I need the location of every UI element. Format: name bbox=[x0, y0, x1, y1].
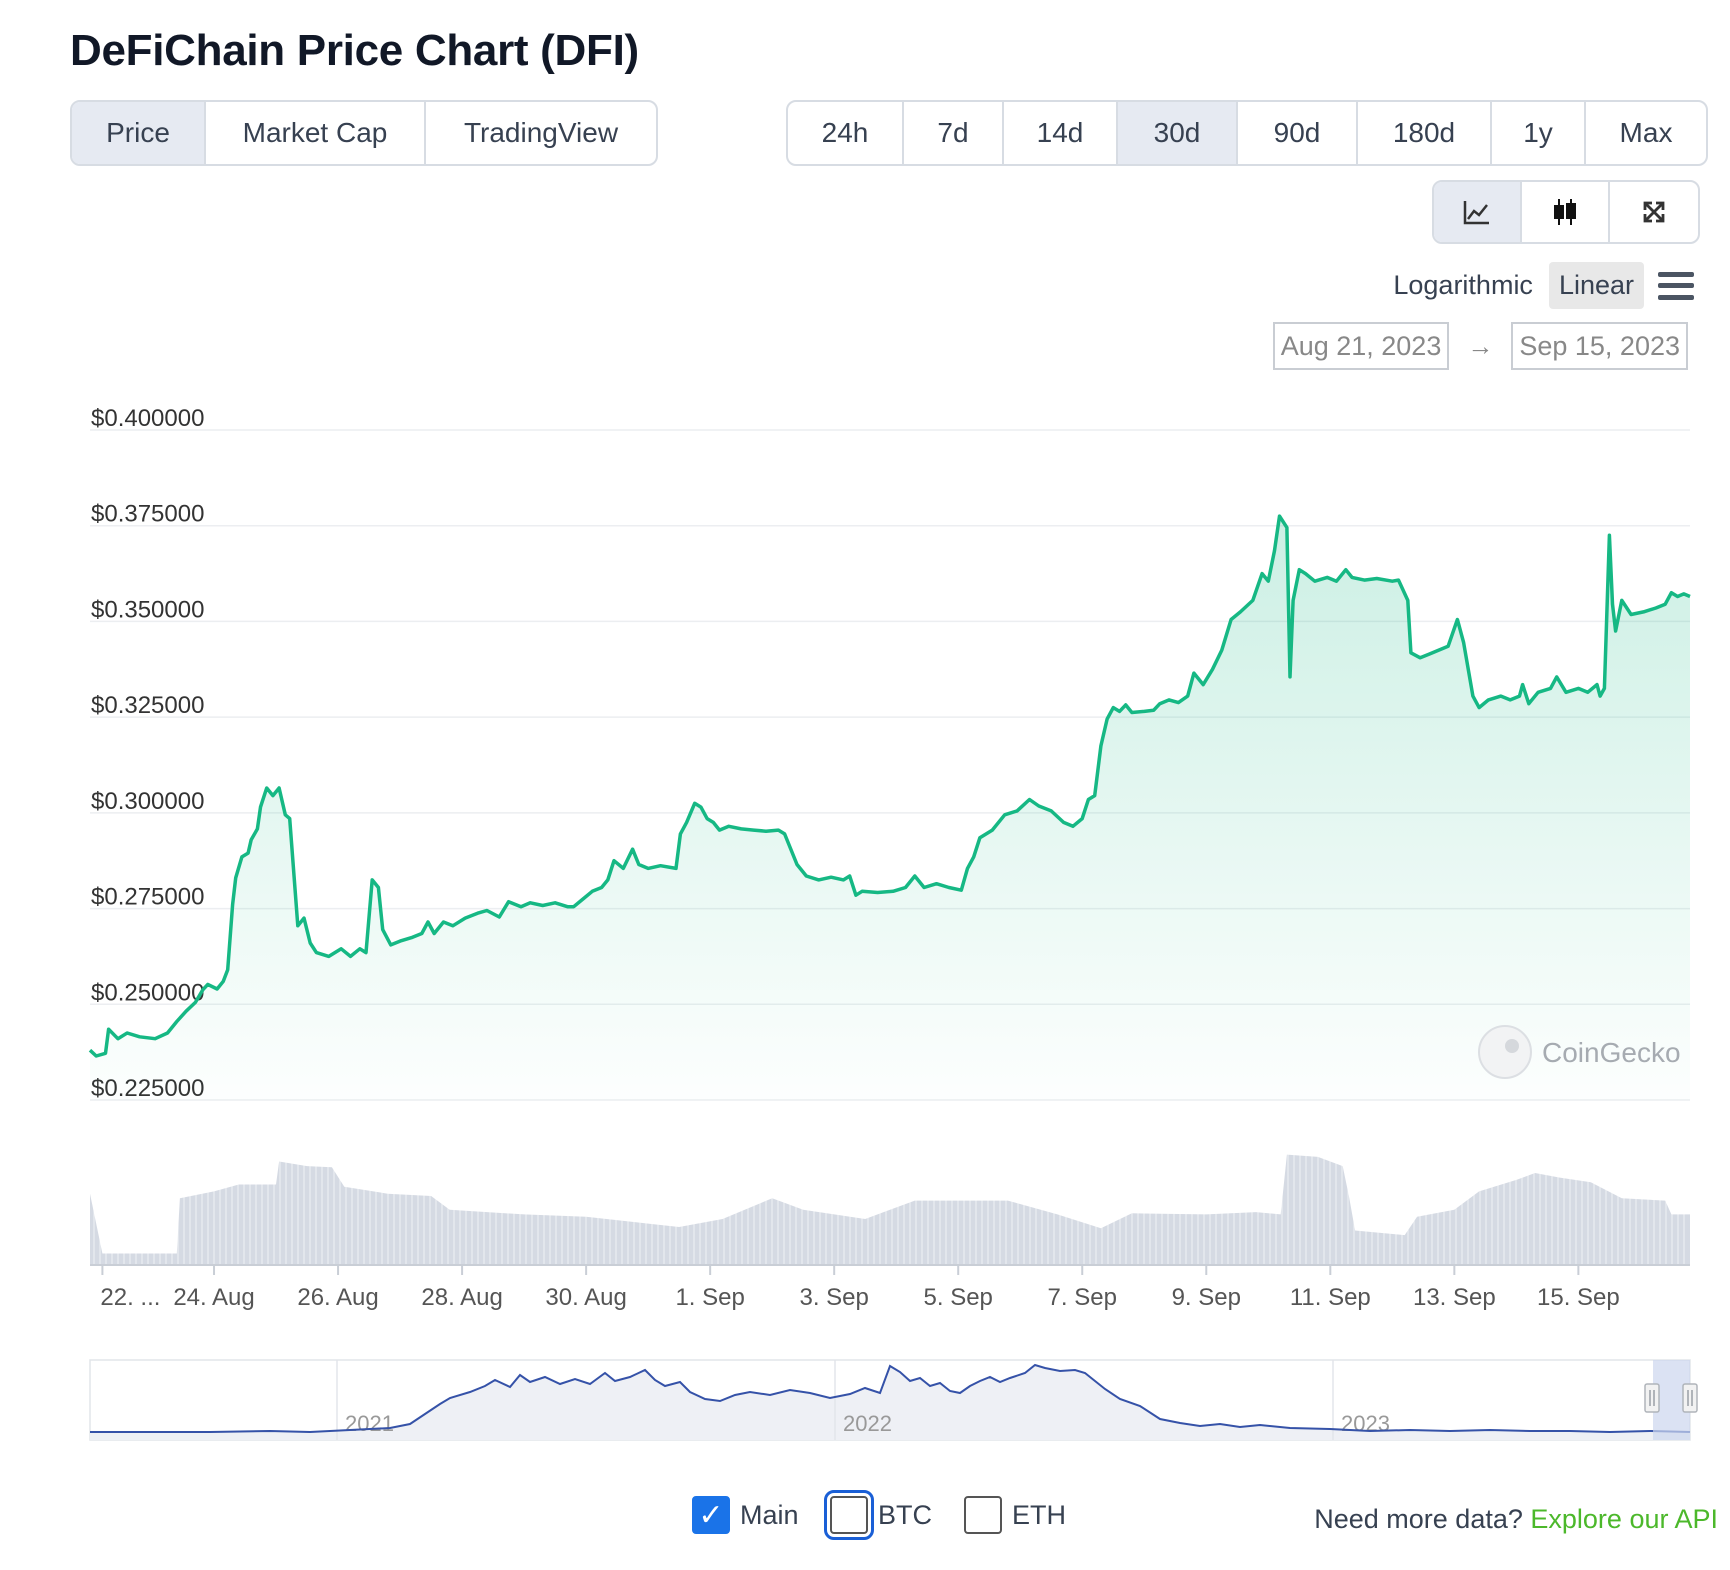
explore-api-link[interactable]: Explore our API bbox=[1530, 1504, 1718, 1534]
x-tick-label: 1. Sep bbox=[675, 1284, 744, 1311]
legend-eth[interactable]: ETH bbox=[964, 1496, 1066, 1534]
x-axis: 22. ... 24. Aug 26. Aug 28. Aug 30. Aug 1. Se… bbox=[100, 1265, 1620, 1311]
legend-btc[interactable]: BTC bbox=[824, 1490, 932, 1540]
y-tick-label: $0.275000 bbox=[91, 884, 204, 911]
navigator-handle-right[interactable] bbox=[1682, 1383, 1698, 1413]
range-180d[interactable]: 180d bbox=[1358, 102, 1492, 164]
page-title: DeFiChain Price Chart (DFI) bbox=[70, 26, 639, 75]
api-promo-text: Need more data? bbox=[1314, 1504, 1523, 1534]
logarithmic-option[interactable]: Logarithmic bbox=[1393, 270, 1533, 300]
legend-main-label: Main bbox=[740, 1499, 799, 1530]
navigator-year-label: 2022 bbox=[843, 1411, 892, 1436]
chart-type-toggle bbox=[1432, 180, 1700, 244]
x-tick-label: 9. Sep bbox=[1172, 1284, 1241, 1311]
arrow-right-icon: → bbox=[1467, 330, 1494, 361]
coingecko-watermark: CoinGecko bbox=[1478, 1025, 1681, 1079]
eth-checkbox[interactable] bbox=[964, 1496, 1002, 1534]
y-axis: $0.400000 $0.375000 $0.350000 $0.325000 $0.3… bbox=[91, 405, 204, 1102]
legend-btc-label: BTC bbox=[878, 1499, 932, 1530]
x-tick-label: 28. Aug bbox=[421, 1284, 502, 1311]
time-range-tabs: 24h 7d 14d 30d 90d 180d 1y Max bbox=[786, 100, 1708, 166]
y-tick-label: $0.250000 bbox=[91, 979, 204, 1006]
date-to-input[interactable]: Sep 15, 2023 bbox=[1511, 322, 1688, 370]
x-tick-label: 3. Sep bbox=[799, 1284, 868, 1311]
x-tick-label: 24. Aug bbox=[173, 1284, 254, 1311]
navigator-handle-left[interactable] bbox=[1644, 1383, 1660, 1413]
x-tick-label: 13. Sep bbox=[1413, 1284, 1496, 1311]
gecko-logo-icon bbox=[1478, 1025, 1532, 1079]
volume-bar-stripes bbox=[93, 1145, 1685, 1265]
x-tick-label: 11. Sep bbox=[1290, 1284, 1371, 1311]
btc-checkbox[interactable] bbox=[824, 1490, 874, 1540]
range-1y[interactable]: 1y bbox=[1492, 102, 1586, 164]
y-tick-label: $0.325000 bbox=[91, 692, 204, 719]
tab-tradingview[interactable]: TradingView bbox=[463, 117, 619, 148]
watermark-text: CoinGecko bbox=[1542, 1037, 1681, 1068]
legend-eth-label: ETH bbox=[1012, 1499, 1066, 1530]
tab-market-cap[interactable]: Market Cap bbox=[206, 102, 426, 164]
range-90d[interactable]: 90d bbox=[1238, 102, 1358, 164]
navigator-year-lines: 2021 2022 2023 bbox=[336, 1360, 1390, 1440]
date-range: Aug 21, 2023 → Sep 15, 2023 bbox=[1272, 322, 1688, 370]
date-from-input[interactable]: Aug 21, 2023 bbox=[1272, 322, 1450, 370]
navigator-year-label: 2021 bbox=[345, 1411, 394, 1436]
range-navigator[interactable]: 2021 2022 2023 bbox=[89, 1359, 1698, 1441]
price-line bbox=[88, 514, 1691, 1058]
x-tick-label: 26. Aug bbox=[297, 1284, 378, 1311]
x-tick-label: 7. Sep bbox=[1048, 1284, 1117, 1311]
candlestick-icon[interactable] bbox=[1522, 182, 1610, 242]
tab-price[interactable]: Price bbox=[72, 102, 206, 164]
x-tick-label: 15. Sep bbox=[1537, 1284, 1620, 1311]
range-7d[interactable]: 7d bbox=[904, 102, 1004, 164]
y-tick-label: $0.350000 bbox=[91, 596, 204, 623]
scale-toggle: Logarithmic Linear bbox=[1383, 262, 1694, 309]
price-chart: $0.400000 $0.375000 $0.350000 $0.325000 $0.3… bbox=[88, 405, 1698, 1441]
linear-option[interactable]: Linear bbox=[1548, 262, 1644, 309]
navigator-line bbox=[90, 1363, 1691, 1434]
y-tick-label: $0.300000 bbox=[91, 788, 204, 815]
expand-icon[interactable] bbox=[1610, 182, 1698, 242]
api-promo: Need more data? Explore our API bbox=[1314, 1504, 1718, 1535]
y-tick-label: $0.375000 bbox=[91, 501, 204, 528]
y-tick-label: $0.400000 bbox=[91, 405, 204, 432]
hamburger-menu-icon[interactable] bbox=[1658, 271, 1694, 300]
x-tick-label: 30. Aug bbox=[545, 1284, 626, 1311]
legend-main[interactable]: ✓ Main bbox=[692, 1496, 799, 1534]
view-tabs: Price Market Cap TradingView bbox=[70, 100, 658, 166]
x-tick-label: 5. Sep bbox=[924, 1284, 993, 1311]
navigator-year-label: 2023 bbox=[1341, 1411, 1390, 1436]
line-chart-icon[interactable] bbox=[1434, 182, 1522, 242]
main-checkbox[interactable]: ✓ bbox=[692, 1496, 730, 1534]
x-tick-label: 22. ... bbox=[100, 1284, 160, 1311]
range-24h[interactable]: 24h bbox=[788, 102, 904, 164]
range-30d[interactable]: 30d bbox=[1118, 102, 1238, 164]
gecko-eye-icon bbox=[1505, 1039, 1519, 1053]
range-max[interactable]: Max bbox=[1619, 117, 1673, 148]
range-14d[interactable]: 14d bbox=[1004, 102, 1118, 164]
price-area bbox=[90, 516, 1690, 1100]
